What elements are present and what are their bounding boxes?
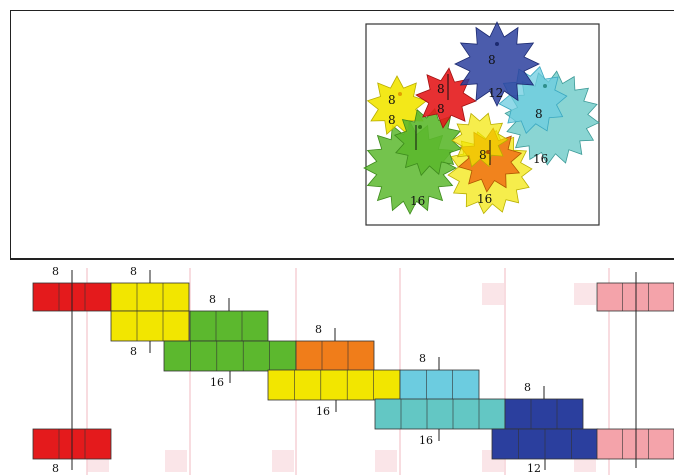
timeline-tick-label: 16 [419, 434, 433, 447]
timeline-block-rect[interactable] [400, 370, 479, 400]
timeline-block-rect[interactable] [111, 283, 189, 311]
timeline-ghost-marker [272, 450, 294, 472]
gear-label: 8 [535, 107, 543, 121]
gear-label: 16 [410, 194, 425, 208]
timeline-tick-label: 8 [52, 265, 59, 278]
timeline-block-rect[interactable] [164, 341, 296, 371]
axle-teal-dot [543, 84, 547, 88]
timeline-block-rect[interactable] [296, 341, 374, 371]
timeline-ghost-marker [482, 283, 504, 305]
gear-label: 8 [437, 102, 445, 116]
timeline-block-yellow-a[interactable] [111, 283, 189, 311]
timeline-block-rect[interactable] [268, 370, 400, 400]
timeline-tick-label: 8 [52, 462, 59, 475]
timeline-tick-label: 8 [524, 381, 531, 394]
timeline-blocks [33, 283, 674, 459]
timeline-tick-label: 8 [130, 345, 137, 358]
timeline-tick-label: 16 [316, 405, 330, 418]
timeline-block-rect[interactable] [505, 399, 583, 429]
gear-label: 8 [388, 113, 396, 127]
timeline-block-navy-b[interactable] [492, 429, 598, 459]
timeline-tick-label: 8 [315, 323, 322, 336]
timeline-tick-label: 16 [210, 376, 224, 389]
timeline: 8 8 8 8 8 16 8 16 8 16 8 12 [33, 265, 674, 475]
timeline-tick-label: 12 [527, 462, 541, 475]
timeline-ghost-marker [375, 450, 397, 472]
gear-label: 8 [388, 93, 396, 107]
axle-navy-dot [495, 42, 499, 46]
gear-label: 16 [533, 152, 548, 166]
timeline-tick-label: 8 [209, 293, 216, 306]
timeline-block-rect[interactable] [375, 399, 505, 429]
timeline-block-rect[interactable] [111, 311, 189, 341]
gear-label: 16 [477, 192, 492, 206]
timeline-block-green-a[interactable] [190, 311, 268, 341]
timeline-block-navy-a[interactable] [505, 399, 583, 429]
timeline-block-sky[interactable] [400, 370, 479, 400]
timeline-block-rect[interactable] [190, 311, 268, 341]
axle-green-dot [418, 125, 422, 129]
timeline-tick-label: 8 [419, 352, 426, 365]
timeline-block-yellow-b[interactable] [111, 311, 189, 341]
gear-label: 8 [437, 82, 445, 96]
timeline-ghost-marker [165, 450, 187, 472]
axle-yellow-dot [398, 92, 402, 96]
timeline-block-teal[interactable] [375, 399, 505, 429]
timeline-ghost-marker [574, 283, 596, 305]
gear-label: 8 [488, 53, 496, 67]
timeline-block-green-b[interactable] [164, 341, 296, 371]
panel-divider [10, 258, 674, 260]
gear-label: 12 [488, 86, 503, 100]
timeline-tick-label: 8 [130, 265, 137, 278]
timeline-block-orange[interactable] [296, 341, 374, 371]
timeline-block-yellow-c[interactable] [268, 370, 400, 400]
gear-label: 8 [479, 148, 487, 162]
